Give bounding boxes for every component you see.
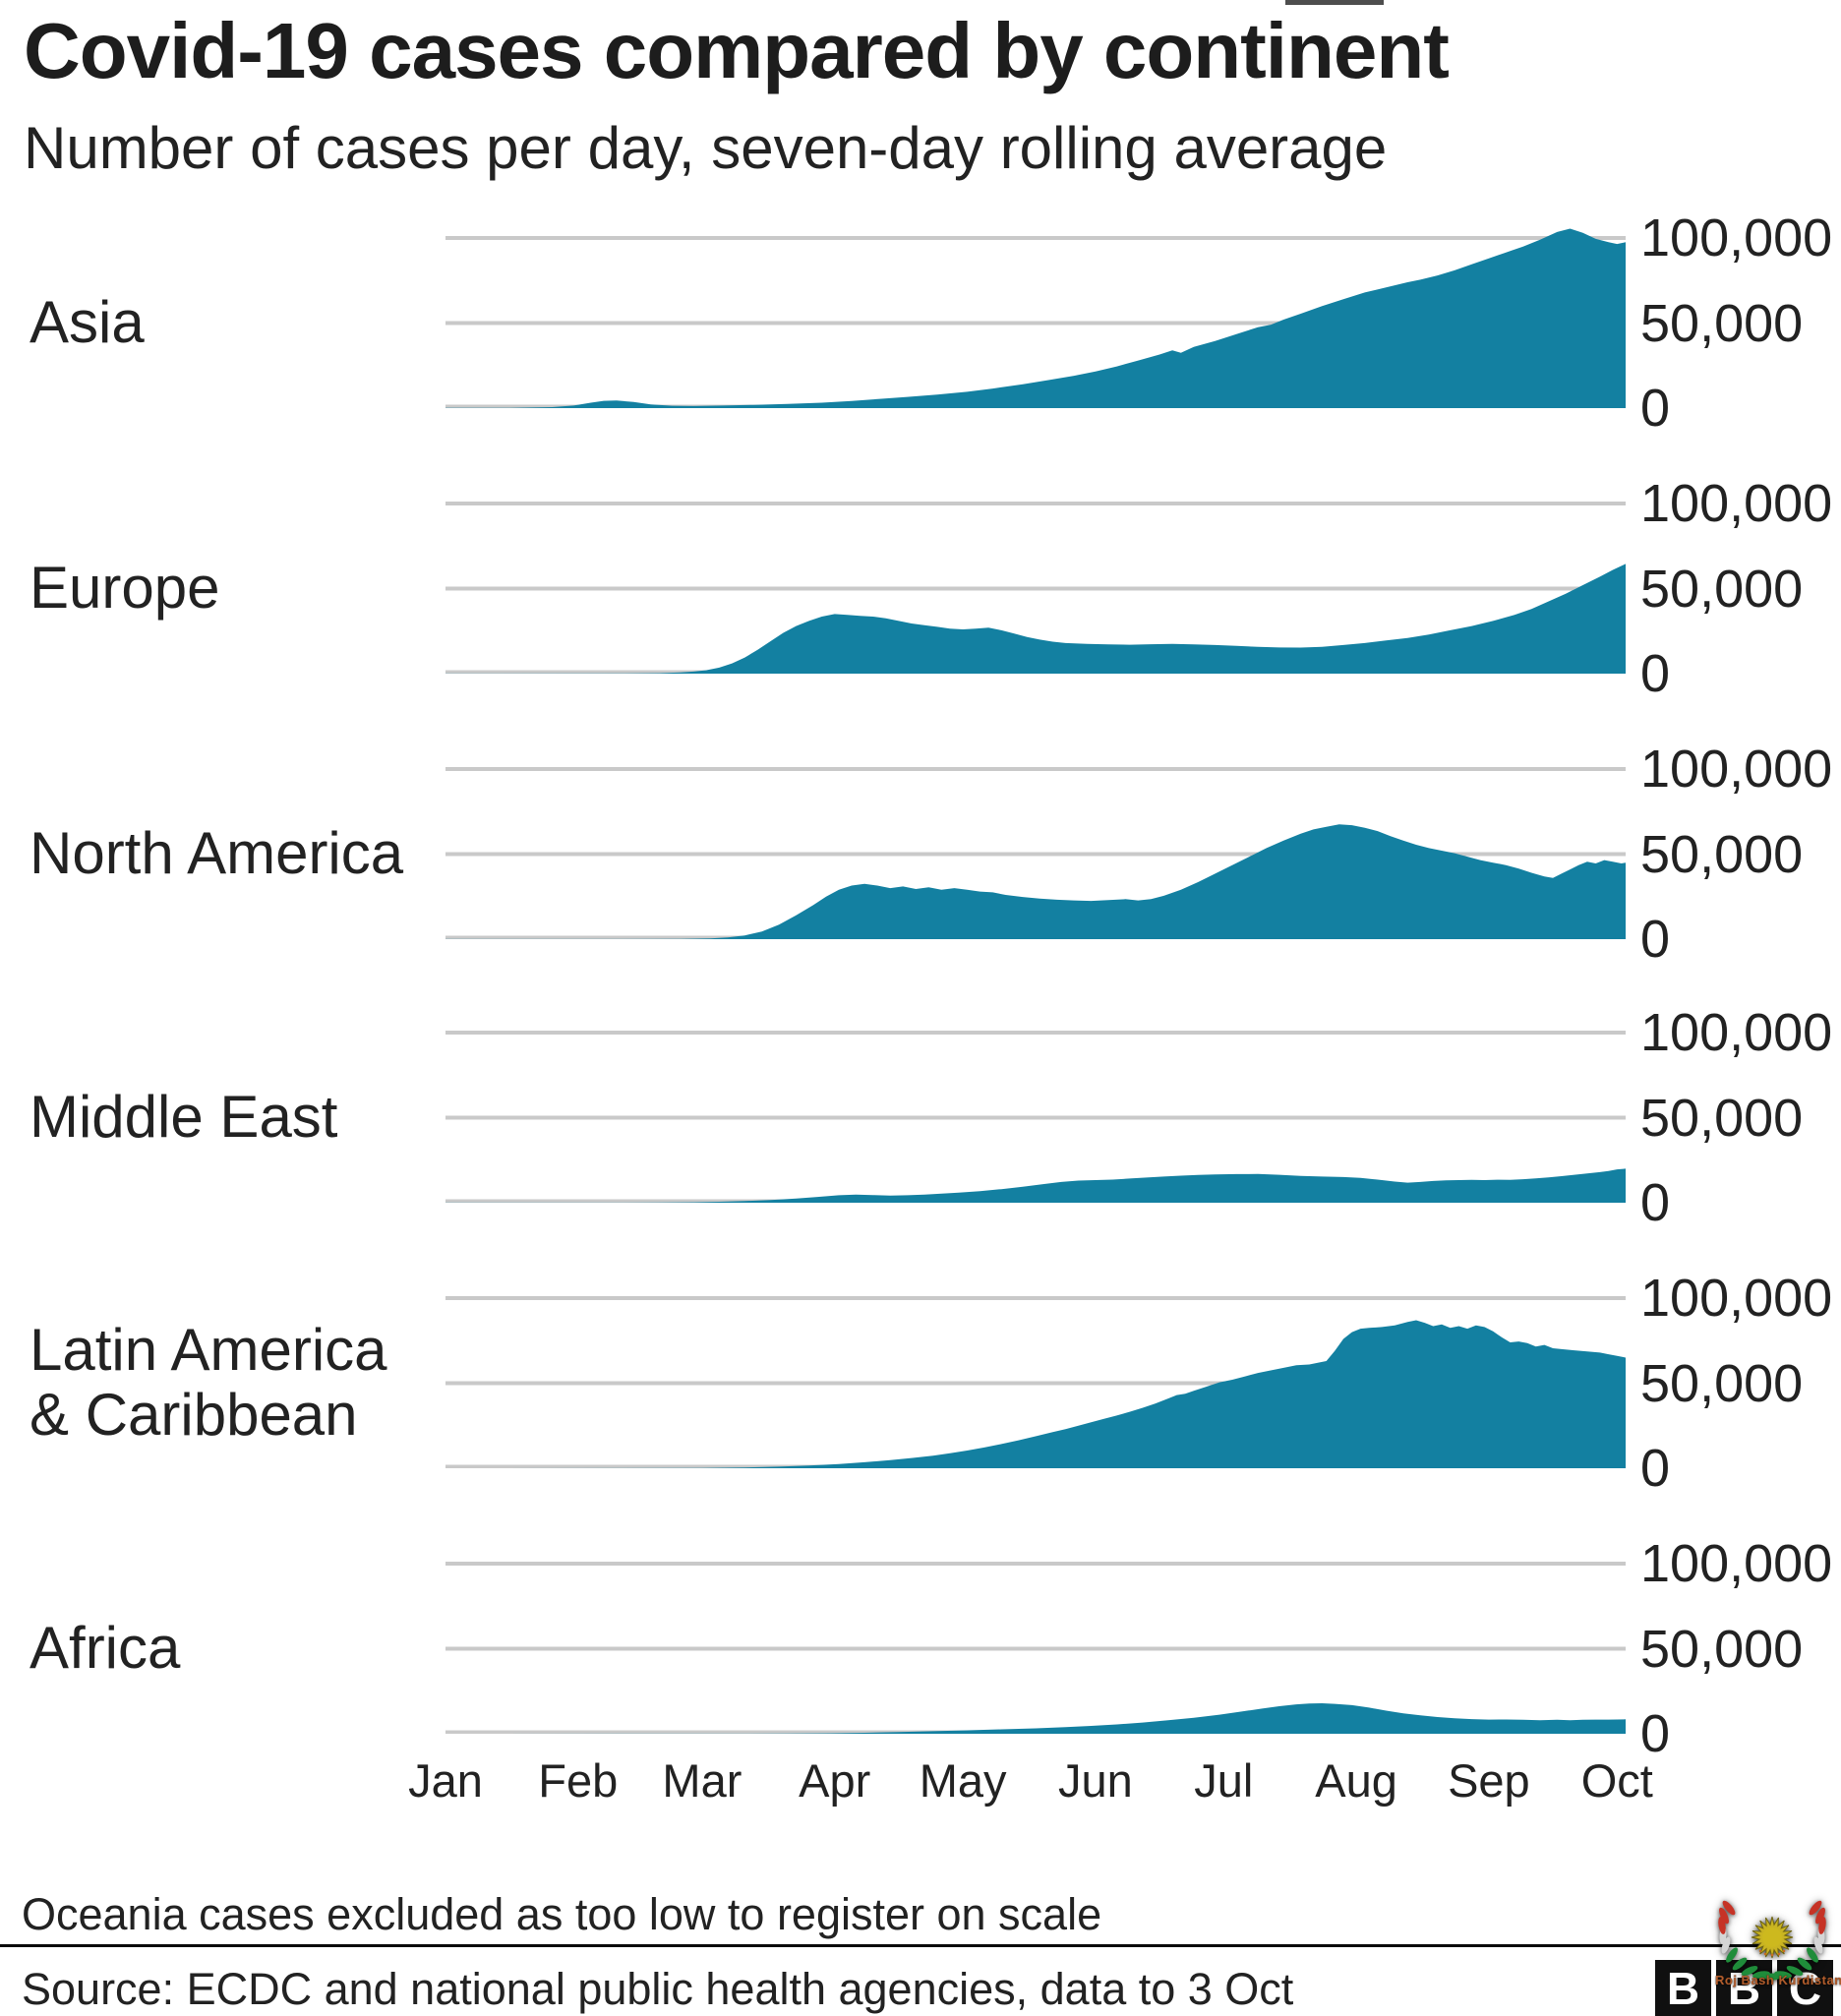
y-axis-tick-label: 0 [1640,644,1671,703]
bbc-logo-letter-box: B [1655,1960,1711,2016]
y-axis-tick-label: 0 [1640,1173,1671,1232]
watermark-kurdistan-emblem [1718,1900,1826,1981]
area-chart-africa [445,1562,1626,1734]
y-axis-tick-label: 0 [1640,379,1671,438]
area-chart-europe [445,502,1626,674]
x-axis-month-label: Mar [662,1754,742,1807]
row-label-europe: Europe [30,555,220,621]
watermark-text: Roj Bash Kurdistan [1715,1973,1841,1987]
sun-core [1762,1927,1782,1947]
footer-divider [0,1944,1841,1947]
chart-footnote: Oceania cases excluded as too low to reg… [22,1889,1102,1939]
y-axis-tick-label: 0 [1640,1439,1671,1498]
bbc-logo-letter-box: C [1777,1960,1833,2016]
page-title: Covid-19 cases compared by continent [24,7,1450,94]
row-label-latin-america-caribbean: Latin America & Caribbean [30,1317,387,1448]
area-chart-north-america [445,767,1626,939]
y-axis-tick-label: 50,000 [1640,1353,1804,1413]
y-axis-tick-label: 50,000 [1640,1619,1804,1679]
row-label-asia: Asia [30,289,145,355]
x-axis-month-label: Sep [1448,1754,1530,1807]
bbc-logo-letter-box: B [1716,1960,1772,2016]
row-label-middle-east: Middle East [30,1084,338,1150]
y-axis-tick-label: 0 [1640,1704,1671,1763]
y-axis-tick-label: 100,000 [1640,1269,1833,1328]
x-axis-month-label: Oct [1580,1754,1653,1807]
bbc-letter: B [1666,1962,1700,2014]
x-axis-month-label: Jun [1058,1754,1133,1807]
x-axis-month-label: Apr [799,1754,871,1807]
row-label-north-america: North America [30,820,404,886]
y-axis-tick-label: 50,000 [1640,824,1804,884]
y-axis-tick-label: 0 [1640,910,1671,969]
y-axis-tick-label: 50,000 [1640,559,1804,619]
x-axis-month-label: Feb [538,1754,619,1807]
source-attribution: Source: ECDC and national public health … [22,1964,1294,2014]
y-axis-tick-label: 50,000 [1640,1088,1804,1148]
top-edge-artifact [1285,0,1384,5]
x-axis-month-label: Jul [1194,1754,1254,1807]
y-axis-tick-label: 100,000 [1640,208,1833,267]
y-axis-tick-label: 50,000 [1640,293,1804,353]
arc-dots [1758,1949,1786,1957]
area-chart-middle-east [445,1031,1626,1203]
y-axis-tick-label: 100,000 [1640,1003,1833,1062]
row-label-africa: Africa [30,1615,181,1681]
x-axis-month-label: May [919,1754,1007,1807]
y-axis-tick-label: 100,000 [1640,740,1833,799]
x-axis-month-label: Aug [1315,1754,1397,1807]
bbc-logo: B B C [1655,1960,1833,2016]
y-axis-tick-label: 100,000 [1640,1534,1833,1593]
chart-subtitle: Number of cases per day, seven-day rolli… [24,115,1388,181]
x-axis-month-label: Jan [408,1754,483,1807]
area-chart-latin-america-caribbean [445,1296,1626,1468]
wreath-bottom [1752,1971,1792,1981]
y-axis-tick-label: 100,000 [1640,474,1833,533]
wreath-left [1718,1900,1758,1976]
wreath-right [1786,1900,1826,1976]
area-chart-asia [445,228,1626,408]
